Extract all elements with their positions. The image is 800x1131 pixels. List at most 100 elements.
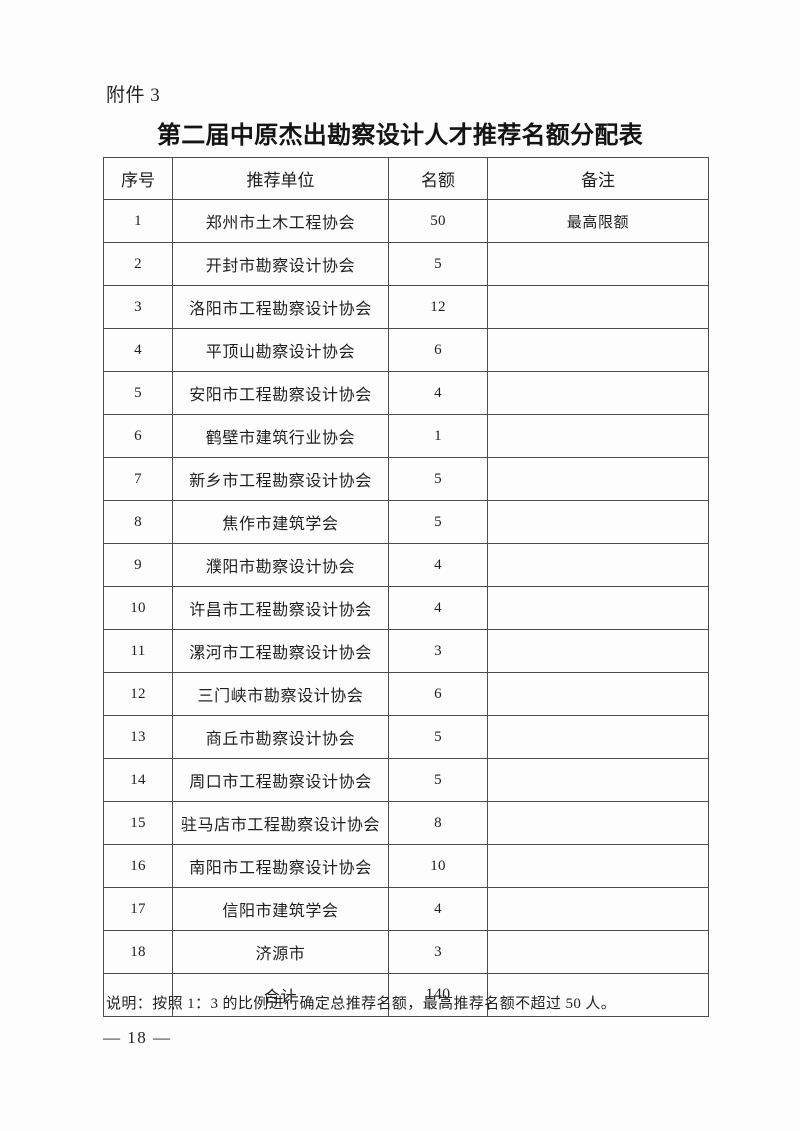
cell-index: 17: [103, 887, 173, 931]
cell-quota: 8: [388, 801, 488, 845]
cell-remark: [487, 887, 709, 931]
cell-remark: [487, 414, 709, 458]
cell-index: 15: [103, 801, 173, 845]
cell-index: 18: [103, 930, 173, 974]
cell-quota: 6: [388, 672, 488, 716]
cell-index: 12: [103, 672, 173, 716]
cell-quota: 4: [388, 887, 488, 931]
column-header-index: 序号: [103, 157, 173, 200]
cell-quota: 4: [388, 586, 488, 630]
table-row: 12 三门峡市勘察设计协会 6: [103, 672, 709, 716]
cell-index: 5: [103, 371, 173, 415]
cell-remark: [487, 457, 709, 501]
table-note: 说明：按照 1：3 的比例进行确定总推荐名额，最高推荐名额不超过 50 人。: [106, 996, 617, 1012]
cell-remark: [487, 801, 709, 845]
table-row: 8 焦作市建筑学会 5: [103, 500, 709, 544]
cell-unit: 新乡市工程勘察设计协会: [172, 457, 389, 501]
cell-unit: 郑州市土木工程协会: [172, 199, 389, 243]
cell-quota: 50: [388, 199, 488, 243]
cell-remark: [487, 715, 709, 759]
cell-index: 3: [103, 285, 173, 329]
cell-quota: 6: [388, 328, 488, 372]
cell-index: 11: [103, 629, 173, 673]
cell-unit: 南阳市工程勘察设计协会: [172, 844, 389, 888]
table-total-row: 合计 140: [103, 973, 709, 1017]
cell-quota: 12: [388, 285, 488, 329]
cell-quota: 4: [388, 543, 488, 587]
cell-remark: [487, 973, 709, 1017]
cell-remark: [487, 629, 709, 673]
cell-quota: 1: [388, 414, 488, 458]
cell-index: 16: [103, 844, 173, 888]
table-row: 13 商丘市勘察设计协会 5: [103, 715, 709, 759]
page-title: 第二届中原杰出勘察设计人才推荐名额分配表: [157, 121, 643, 149]
cell-index: 2: [103, 242, 173, 286]
cell-remark: [487, 328, 709, 372]
quota-allocation-table: 序号 推荐单位 名额 备注 1 郑州市土木工程协会 50 最高限额 2 开封市勘察设计协会…: [103, 157, 709, 1017]
table-row: 15 驻马店市工程勘察设计协会 8: [103, 801, 709, 845]
cell-unit: 商丘市勘察设计协会: [172, 715, 389, 759]
cell-quota: 5: [388, 457, 488, 501]
cell-index: [103, 973, 173, 1017]
cell-index: 13: [103, 715, 173, 759]
cell-unit: 洛阳市工程勘察设计协会: [172, 285, 389, 329]
cell-quota: 140: [388, 973, 488, 1017]
cell-remark: [487, 543, 709, 587]
cell-unit: 周口市工程勘察设计协会: [172, 758, 389, 802]
cell-remark: [487, 672, 709, 716]
cell-unit: 平顶山勘察设计协会: [172, 328, 389, 372]
cell-index: 6: [103, 414, 173, 458]
attachment-label: 附件 3: [106, 85, 161, 106]
cell-quota: 5: [388, 758, 488, 802]
cell-quota: 3: [388, 629, 488, 673]
cell-index: 10: [103, 586, 173, 630]
cell-quota: 10: [388, 844, 488, 888]
table-row: 10 许昌市工程勘察设计协会 4: [103, 586, 709, 630]
cell-unit: 鹤壁市建筑行业协会: [172, 414, 389, 458]
table-header: 序号 推荐单位 名额 备注: [103, 157, 709, 200]
cell-index: 8: [103, 500, 173, 544]
cell-remark: [487, 500, 709, 544]
column-header-unit: 推荐单位: [172, 157, 389, 200]
cell-unit: 驻马店市工程勘察设计协会: [172, 801, 389, 845]
cell-unit: 漯河市工程勘察设计协会: [172, 629, 389, 673]
table-row: 5 安阳市工程勘察设计协会 4: [103, 371, 709, 415]
cell-index: 4: [103, 328, 173, 372]
cell-unit: 三门峡市勘察设计协会: [172, 672, 389, 716]
table-header-row: 序号 推荐单位 名额 备注: [103, 157, 709, 200]
cell-unit: 信阳市建筑学会: [172, 887, 389, 931]
table-row: 3 洛阳市工程勘察设计协会 12: [103, 285, 709, 329]
cell-index: 7: [103, 457, 173, 501]
cell-unit: 濮阳市勘察设计协会: [172, 543, 389, 587]
cell-remark: [487, 758, 709, 802]
table-body: 1 郑州市土木工程协会 50 最高限额 2 开封市勘察设计协会 5 3 洛阳市工程勘察设计协会 1…: [103, 199, 709, 1017]
cell-remark: [487, 930, 709, 974]
cell-unit: 开封市勘察设计协会: [172, 242, 389, 286]
cell-quota: 5: [388, 715, 488, 759]
cell-quota: 4: [388, 371, 488, 415]
table-row: 17 信阳市建筑学会 4: [103, 887, 709, 931]
cell-index: 14: [103, 758, 173, 802]
cell-remark: [487, 371, 709, 415]
table-row: 16 南阳市工程勘察设计协会 10: [103, 844, 709, 888]
cell-remark: [487, 844, 709, 888]
cell-unit: 合计: [172, 973, 389, 1017]
table-row: 6 鹤壁市建筑行业协会 1: [103, 414, 709, 458]
column-header-remark: 备注: [487, 157, 709, 200]
cell-unit: 焦作市建筑学会: [172, 500, 389, 544]
table-row: 2 开封市勘察设计协会 5: [103, 242, 709, 286]
cell-index: 9: [103, 543, 173, 587]
column-header-quota: 名额: [388, 157, 488, 200]
cell-unit: 安阳市工程勘察设计协会: [172, 371, 389, 415]
table-row: 1 郑州市土木工程协会 50 最高限额: [103, 199, 709, 243]
table-row: 18 济源市 3: [103, 930, 709, 974]
table-row: 11 漯河市工程勘察设计协会 3: [103, 629, 709, 673]
cell-remark: [487, 586, 709, 630]
cell-quota: 5: [388, 500, 488, 544]
cell-remark: [487, 242, 709, 286]
cell-remark: 最高限额: [487, 199, 709, 243]
table-row: 9 濮阳市勘察设计协会 4: [103, 543, 709, 587]
cell-remark: [487, 285, 709, 329]
page-number: — 18 —: [103, 1028, 172, 1047]
